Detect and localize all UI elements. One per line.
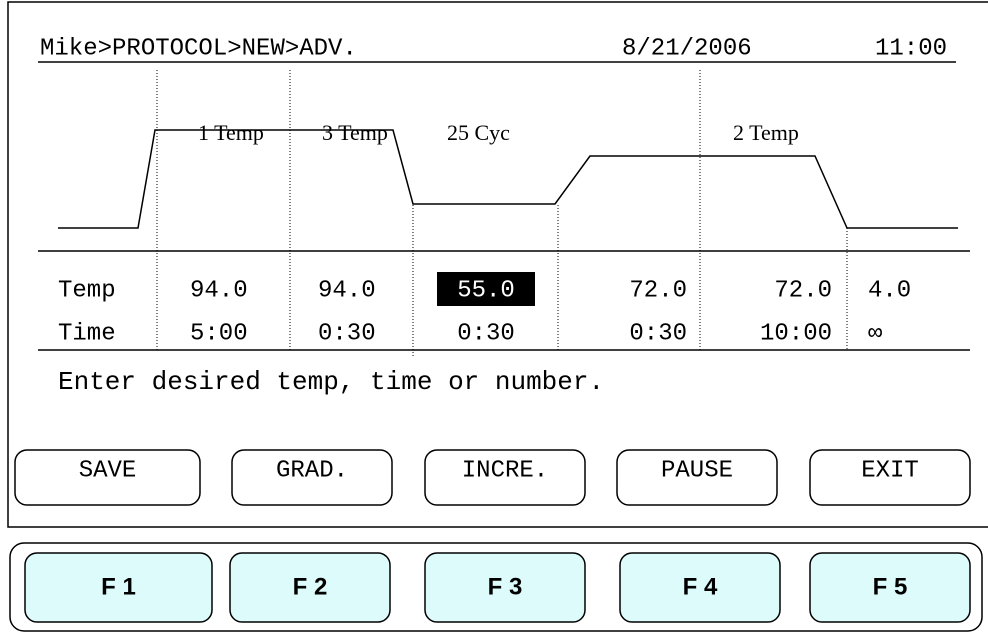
function-key[interactable]: [809, 552, 971, 623]
softkeys: SAVE GRAD. INCRE. PAUSE EXIT: [14, 449, 971, 506]
softkey-label: GRAD.: [276, 457, 348, 484]
function-keys: F 1 F 2 F 3 F 4 F 5: [24, 552, 971, 623]
date: 8/21/2006: [622, 35, 752, 62]
cell: 55.0: [457, 277, 515, 304]
function-key-label: F 4: [683, 573, 718, 600]
stage-label: 1 Temp: [198, 120, 264, 145]
function-key[interactable]: [619, 552, 781, 623]
softkey[interactable]: [809, 449, 971, 506]
status-message: Enter desired temp, time or number.: [58, 367, 604, 397]
temperature-profile: [58, 129, 958, 229]
cell: 10:00: [760, 320, 832, 347]
cell: 94.0: [318, 277, 376, 304]
fkey-panel: [9, 542, 983, 632]
softkey-label: EXIT: [861, 457, 919, 484]
function-key[interactable]: [424, 552, 586, 623]
function-key-label: F 3: [488, 573, 523, 600]
cell: 0:30: [457, 320, 515, 347]
cell: 5:00: [190, 320, 248, 347]
cell: 4.0: [868, 277, 911, 304]
cell: 0:30: [318, 320, 376, 347]
cell: 94.0: [190, 277, 248, 304]
function-key-label: F 5: [873, 573, 908, 600]
selected-cell: [437, 272, 535, 306]
softkey[interactable]: [231, 449, 393, 506]
row-label: Temp: [58, 277, 116, 304]
softkey[interactable]: [616, 449, 778, 506]
cell: 0:30: [629, 320, 687, 347]
softkey[interactable]: [14, 449, 201, 506]
stage-dividers: [156, 70, 848, 356]
stage-label: 2 Temp: [733, 120, 799, 145]
softkey-label: PAUSE: [661, 457, 733, 484]
stage-label: 3 Temp: [322, 120, 388, 145]
function-key-label: F 2: [293, 573, 328, 600]
function-key-label: F 1: [101, 573, 136, 600]
clock: 11:00: [875, 35, 947, 62]
cell: 72.0: [629, 277, 687, 304]
function-key[interactable]: [24, 552, 213, 623]
cell: 72.0: [774, 277, 832, 304]
cell: ∞: [868, 320, 882, 347]
function-key[interactable]: [229, 552, 391, 623]
softkey[interactable]: [424, 449, 586, 506]
display-frame: [7, 1, 988, 528]
step-table: Temp 94.0 94.0 55.0 72.0 72.0 4.0 Time 5:00 0:30 0…: [58, 277, 911, 347]
row-label: Time: [58, 320, 116, 347]
stage-label: 25 Cyc: [447, 120, 510, 145]
softkey-label: INCRE.: [462, 457, 548, 484]
softkey-label: SAVE: [79, 457, 137, 484]
breadcrumb: Mike>PROTOCOL>NEW>ADV.: [40, 35, 357, 62]
